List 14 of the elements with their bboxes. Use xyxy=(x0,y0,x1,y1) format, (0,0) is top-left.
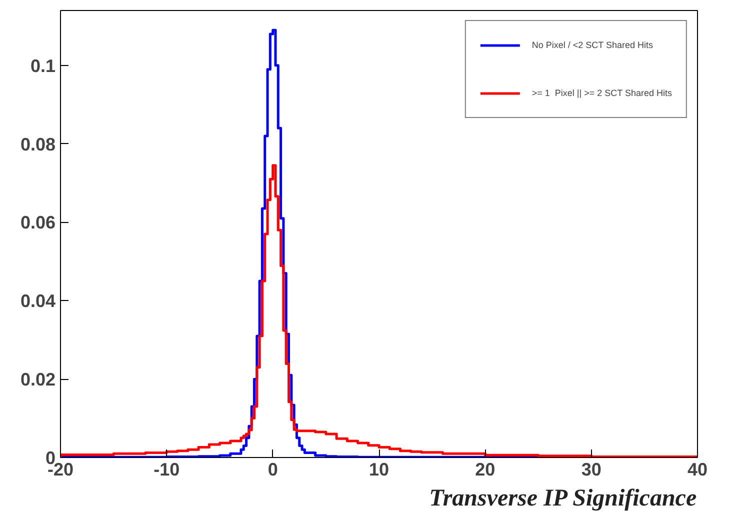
x-tick-label: 20 xyxy=(475,460,496,480)
x-tick-label: -10 xyxy=(154,460,180,480)
x-axis-title: Transverse IP Significance xyxy=(429,486,697,512)
x-tick-label: 10 xyxy=(368,460,390,480)
y-tick-label: 0.06 xyxy=(20,212,56,233)
legend-label: >= 1 Pixel || >= 2 SCT Shared Hits xyxy=(532,88,672,98)
x-tick-label: 30 xyxy=(581,460,602,480)
y-tick-label: 0.1 xyxy=(30,56,56,76)
y-tick-label: 0.04 xyxy=(20,291,56,312)
y-tick-label: 0.02 xyxy=(20,370,56,390)
legend-label: No Pixel / <2 SCT Shared Hits xyxy=(532,40,654,50)
x-tick-label: 40 xyxy=(687,460,708,480)
y-tick-label: 0.08 xyxy=(20,134,56,154)
x-tick-label: 0 xyxy=(268,460,278,480)
